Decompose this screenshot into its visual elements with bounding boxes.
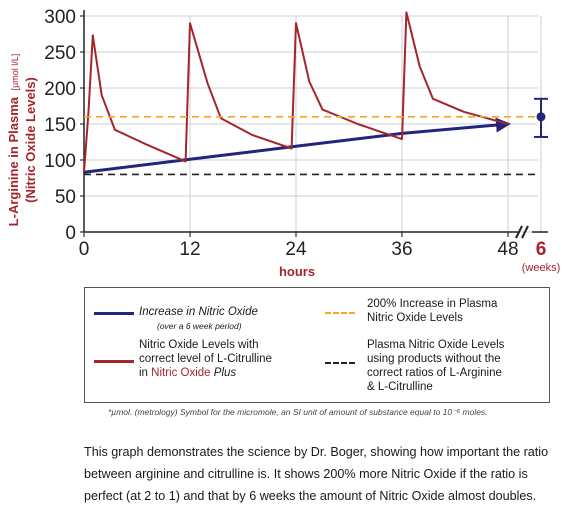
- y-tick-label: 100: [44, 151, 76, 172]
- series-layer: [83, 11, 548, 176]
- x-tick-label-weeks-unit: (weeks): [522, 262, 561, 274]
- y-tick-label: 0: [65, 223, 76, 244]
- y-tick-label: 50: [55, 187, 76, 208]
- chart: 0 50 100 150 200 250 300 0 12 24 36 48 6 (weeks) L-A…: [6, 7, 561, 279]
- legend-swatch-increase: [94, 312, 134, 315]
- x-tick-label: 48: [497, 239, 518, 260]
- series-line-0: [83, 117, 511, 174]
- legend-swatch-citrulline: [94, 360, 134, 363]
- legend-item-200pct: 200% Increase in Plasma Nitric Oxide Lev…: [367, 298, 498, 324]
- legend-swatch-200pct: [325, 312, 355, 314]
- x-tick-label-6-weeks: 6: [536, 239, 547, 260]
- legend-item-citrulline: Nitric Oxide Levels with correct level o…: [139, 339, 272, 379]
- x-axis-label: hours: [279, 264, 315, 279]
- grid: [80, 10, 548, 239]
- axis-break-mark: [521, 225, 529, 239]
- y-tick-label: 300: [44, 7, 76, 28]
- y-tick-label: 250: [44, 43, 76, 64]
- y-tick-labels: 0 50 100 150 200 250 300: [44, 7, 76, 244]
- x-tick-labels: 0 12 24 36 48 6 (weeks): [79, 239, 561, 274]
- legend-item-without-ratio: Plasma Nitric Oxide Levels using product…: [367, 339, 505, 393]
- axis-break-mark: [515, 225, 523, 239]
- y-axis-label: L-Arginine in Plasma [µmol l/L]: [6, 54, 21, 227]
- x-tick-label: 36: [391, 239, 412, 260]
- y-tick-label: 200: [44, 79, 76, 100]
- description-text: This graph demonstrates the science by D…: [84, 445, 549, 503]
- legend-swatch-without-ratio: [325, 362, 355, 364]
- legend: Increase in Nitric Oxide (over a 6 week …: [84, 287, 550, 403]
- x-tick-label: 24: [285, 239, 307, 260]
- y-axis-label-2: (Nitric Oxide Levels): [23, 77, 38, 203]
- series-line-1: [83, 11, 509, 173]
- legend-item-increase: Increase in Nitric Oxide (over a 6 week …: [139, 306, 258, 331]
- x-tick-label: 0: [79, 239, 90, 260]
- y-tick-label: 150: [44, 115, 76, 136]
- footnote: *µmol. (metrology) Symbol for the microm…: [108, 407, 488, 417]
- week6-point: [536, 112, 546, 122]
- x-tick-label: 12: [179, 239, 200, 260]
